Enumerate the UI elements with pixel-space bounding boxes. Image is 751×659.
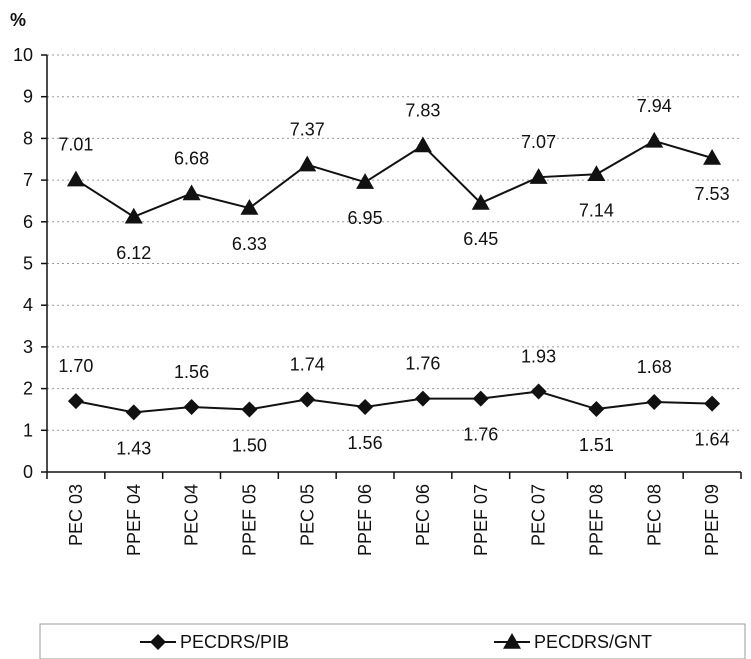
data-point xyxy=(413,136,432,153)
data-point xyxy=(183,398,200,415)
series-line xyxy=(75,139,713,218)
y-tick-label: 5 xyxy=(23,254,33,274)
x-category-label: PEC 07 xyxy=(529,484,549,546)
data-label: 1.64 xyxy=(695,430,730,450)
legend-label: PECDRS/PIB xyxy=(180,632,289,652)
data-point xyxy=(182,184,201,201)
x-category-label: PEC 08 xyxy=(644,484,664,546)
x-category-label: PPEF 06 xyxy=(355,484,375,556)
data-point xyxy=(357,398,374,415)
y-tick-label: 9 xyxy=(23,87,33,107)
data-label: 1.51 xyxy=(579,435,614,455)
x-category-label: PPEF 09 xyxy=(702,484,722,556)
x-category-label: PEC 03 xyxy=(66,484,86,546)
y-tick-label: 1 xyxy=(23,420,33,440)
data-label: 7.83 xyxy=(405,100,440,120)
data-label: 6.68 xyxy=(174,148,209,168)
data-label: 1.43 xyxy=(116,438,151,458)
x-category-label: PEC 06 xyxy=(413,484,433,546)
data-label: 7.07 xyxy=(521,132,556,152)
legend: PECDRS/PIB PECDRS/GNT xyxy=(39,623,746,659)
data-label: 7.37 xyxy=(290,120,325,140)
data-point xyxy=(530,383,547,400)
data-point xyxy=(645,131,664,148)
y-axis-unit-label: % xyxy=(10,10,26,30)
data-point xyxy=(66,170,85,187)
legend-entry-pecdrs-gnt: PECDRS/GNT xyxy=(494,632,652,652)
data-point xyxy=(414,390,431,407)
x-category-label: PPEF 05 xyxy=(239,484,259,556)
legend-label: PECDRS/GNT xyxy=(534,632,652,652)
x-category-label: PPEF 08 xyxy=(586,484,606,556)
y-tick-label: 7 xyxy=(23,170,33,190)
data-label: 6.33 xyxy=(232,234,267,254)
data-label: 1.56 xyxy=(174,362,209,382)
legend-entry-pecdrs-pib: PECDRS/PIB xyxy=(140,632,289,652)
data-label: 6.95 xyxy=(348,208,383,228)
data-label: 1.70 xyxy=(58,356,93,376)
data-point xyxy=(587,165,606,182)
data-label: 1.56 xyxy=(348,433,383,453)
data-point xyxy=(529,168,548,184)
y-tick-label: 4 xyxy=(23,295,33,315)
data-label: 1.68 xyxy=(637,357,672,377)
data-point xyxy=(240,199,259,215)
legend-marker xyxy=(150,634,166,650)
data-label: 7.94 xyxy=(637,96,672,116)
data-point xyxy=(704,395,721,412)
gridlines xyxy=(47,54,741,431)
x-axis: PEC 03 PPEF 04 PEC 04 PPEF 05 PEC 05 PPEF 06 P… xyxy=(46,471,742,556)
x-category-label: PPEF 07 xyxy=(471,484,491,556)
data-label: 6.12 xyxy=(116,243,151,263)
data-point xyxy=(703,148,722,165)
legend-marker xyxy=(503,633,521,649)
data-label: 1.74 xyxy=(290,354,325,374)
series-pecdrs-pib: 1.70 1.43 1.56 1.50 1.74 1.56 1.76 1.76 1.93 1.51… xyxy=(58,347,729,459)
data-label: 6.45 xyxy=(463,229,498,249)
series-line xyxy=(75,390,713,414)
data-point xyxy=(241,401,258,418)
data-point xyxy=(67,393,84,410)
data-point xyxy=(472,390,489,407)
y-axis: 0 1 2 3 4 5 6 7 8 9 10 xyxy=(13,45,48,482)
x-category-label: PEC 04 xyxy=(182,484,202,546)
y-tick-label: 3 xyxy=(23,337,33,357)
data-point xyxy=(125,404,142,421)
data-point xyxy=(588,401,605,418)
y-tick-label: 0 xyxy=(23,462,33,482)
plot-series: 1.70 1.43 1.56 1.50 1.74 1.56 1.76 1.76 1.93 1.51… xyxy=(58,96,729,458)
data-point xyxy=(299,391,316,408)
data-label: 1.76 xyxy=(405,354,440,374)
data-label: 7.14 xyxy=(579,200,614,220)
data-point xyxy=(646,393,663,410)
y-tick-label: 2 xyxy=(23,379,33,399)
data-label: 1.76 xyxy=(463,425,498,445)
data-label: 1.50 xyxy=(232,435,267,455)
x-category-label: PEC 05 xyxy=(297,484,317,546)
data-point xyxy=(124,207,143,224)
data-label: 7.01 xyxy=(58,135,93,155)
data-point xyxy=(471,194,490,210)
series-pecdrs-gnt: 7.01 6.12 6.68 6.33 7.37 6.95 7.83 6.45 7.07 7.14… xyxy=(58,96,729,263)
data-point xyxy=(356,173,375,189)
data-label: 1.93 xyxy=(521,347,556,367)
y-tick-label: 8 xyxy=(23,128,33,148)
y-tick-label: 10 xyxy=(13,45,33,65)
x-category-label: PPEF 04 xyxy=(124,484,144,556)
data-point xyxy=(298,155,317,172)
data-label: 7.53 xyxy=(695,184,730,204)
y-tick-label: 6 xyxy=(23,212,33,232)
